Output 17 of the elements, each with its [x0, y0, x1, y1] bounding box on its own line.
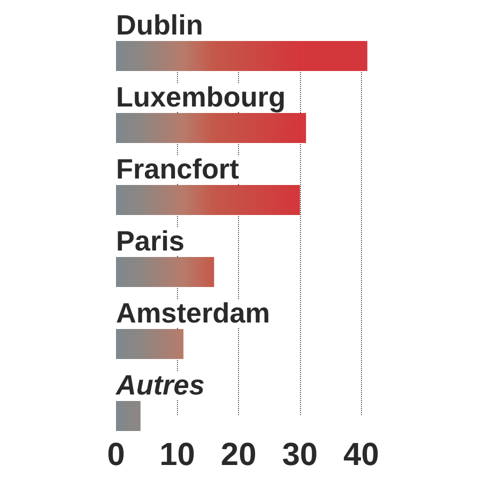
bar [116, 185, 300, 215]
y-tick-label: Amsterdam [116, 298, 270, 328]
bar [116, 41, 368, 71]
y-tick-label: Paris [116, 226, 184, 256]
y-tick-label: Autres [115, 370, 205, 400]
bar [116, 401, 141, 431]
x-tick-label: 30 [282, 436, 318, 472]
bar [116, 113, 306, 143]
x-tick-label: 20 [220, 436, 256, 472]
bar [116, 257, 214, 287]
x-tick-label: 10 [160, 436, 196, 472]
y-tick-label: Dublin [116, 10, 204, 40]
y-tick-label: Luxembourg [116, 82, 286, 112]
bar [116, 329, 184, 359]
y-tick-label: Francfort [116, 154, 239, 184]
x-tick-label: 0 [107, 436, 125, 472]
x-tick-label: 40 [343, 436, 379, 472]
